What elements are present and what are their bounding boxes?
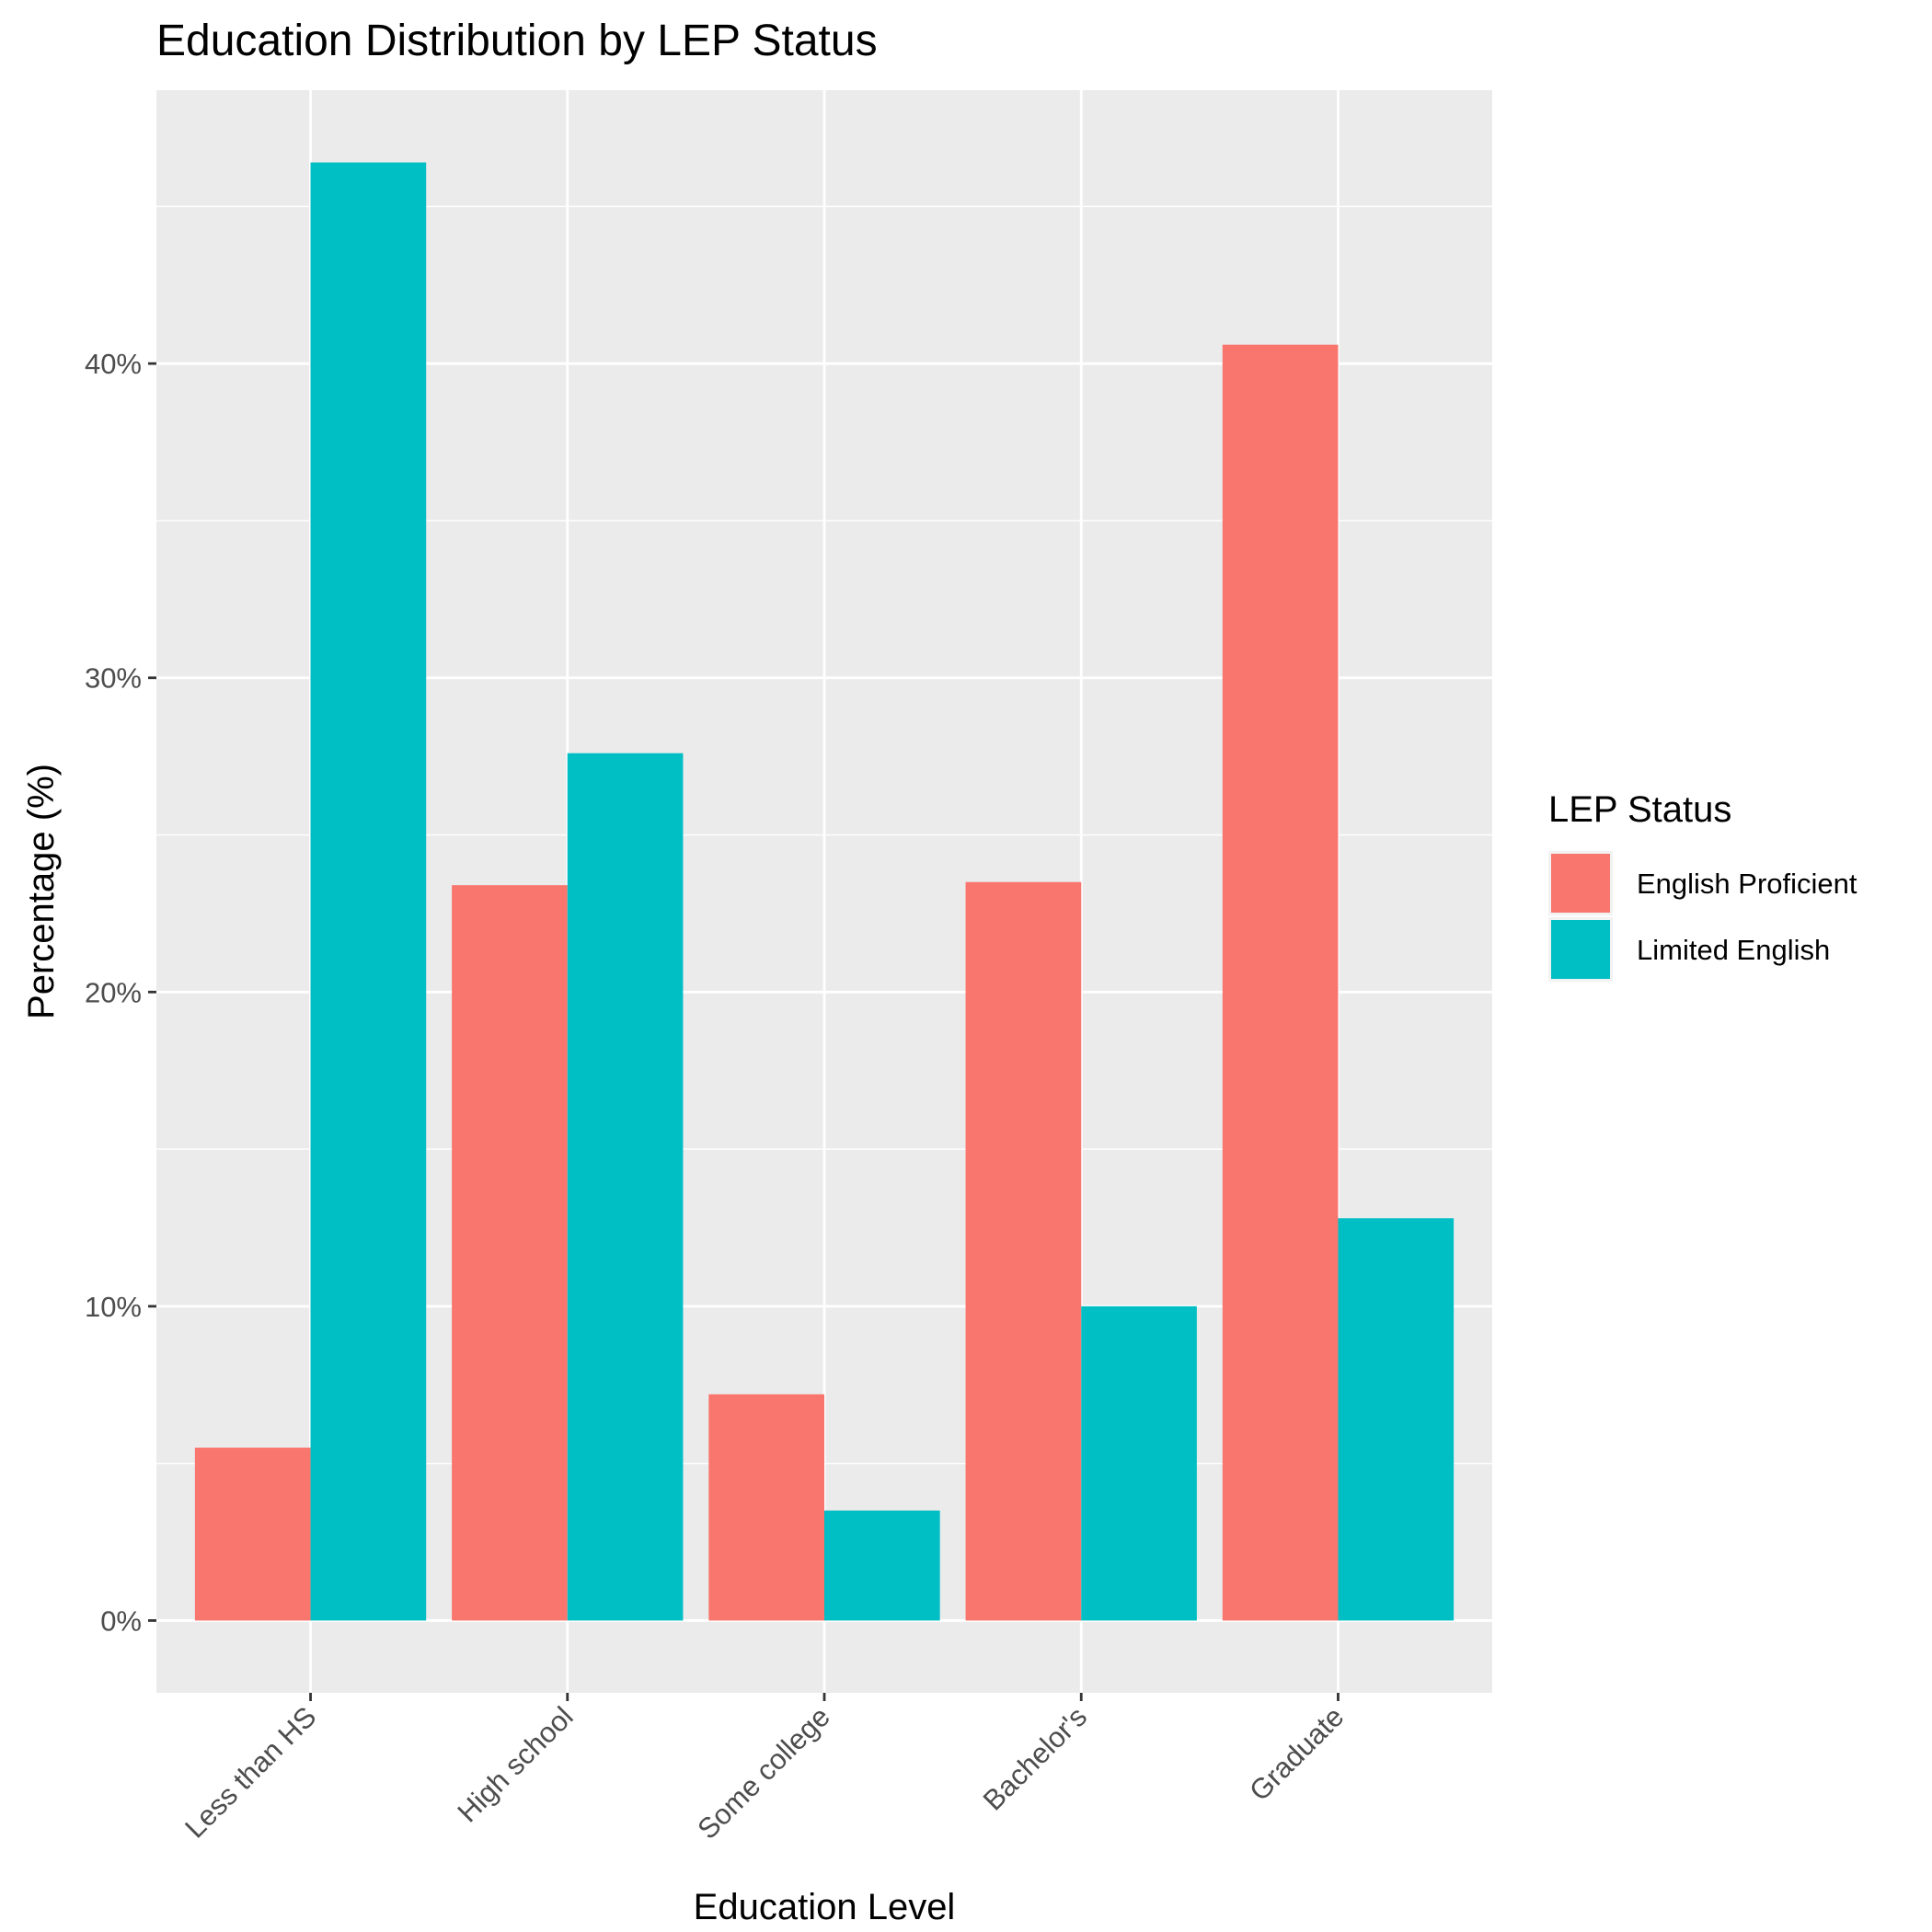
- bar: [567, 753, 684, 1621]
- chart-title: Education Distribution by LEP Status: [156, 17, 878, 65]
- bar: [452, 885, 568, 1621]
- y-tick-label: 0%: [100, 1604, 142, 1637]
- bar: [1222, 344, 1339, 1621]
- legend-key: [1551, 920, 1610, 979]
- y-tick-label: 30%: [85, 662, 142, 695]
- bar: [1081, 1305, 1197, 1621]
- bar: [1338, 1218, 1455, 1621]
- y-axis: 0% 10% 20% 30% 40%: [85, 348, 156, 1637]
- legend-label: Limited English: [1637, 934, 1830, 966]
- x-tick-label: Some college: [691, 1700, 836, 1846]
- bar: [824, 1510, 940, 1621]
- legend: LEP Status English Proficient Limited Engl…: [1548, 789, 1857, 982]
- bars: [194, 162, 1455, 1621]
- y-tick-label: 20%: [85, 976, 142, 1008]
- y-tick-label: 40%: [85, 348, 142, 380]
- bar: [965, 881, 1082, 1621]
- x-axis-title: Education Level: [694, 1887, 956, 1927]
- bar: [310, 162, 427, 1621]
- x-tick-label: Graduate: [1243, 1700, 1350, 1807]
- x-tick-label: High school: [451, 1700, 579, 1828]
- legend-title: LEP Status: [1548, 789, 1731, 830]
- y-tick-label: 10%: [85, 1291, 142, 1323]
- bar: [708, 1394, 824, 1621]
- x-tick-label: Less than HS: [178, 1700, 322, 1844]
- y-axis-title: Percentage (%): [21, 764, 62, 1019]
- x-tick-label: Bachelor's: [977, 1700, 1093, 1816]
- x-axis: Less than HS High school Some college Bache…: [178, 1693, 1350, 1846]
- legend-label: English Proficient: [1637, 868, 1857, 900]
- bar: [194, 1447, 311, 1621]
- legend-key: [1551, 854, 1610, 913]
